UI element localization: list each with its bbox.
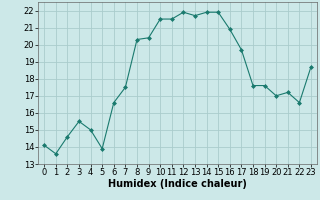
X-axis label: Humidex (Indice chaleur): Humidex (Indice chaleur) <box>108 179 247 189</box>
